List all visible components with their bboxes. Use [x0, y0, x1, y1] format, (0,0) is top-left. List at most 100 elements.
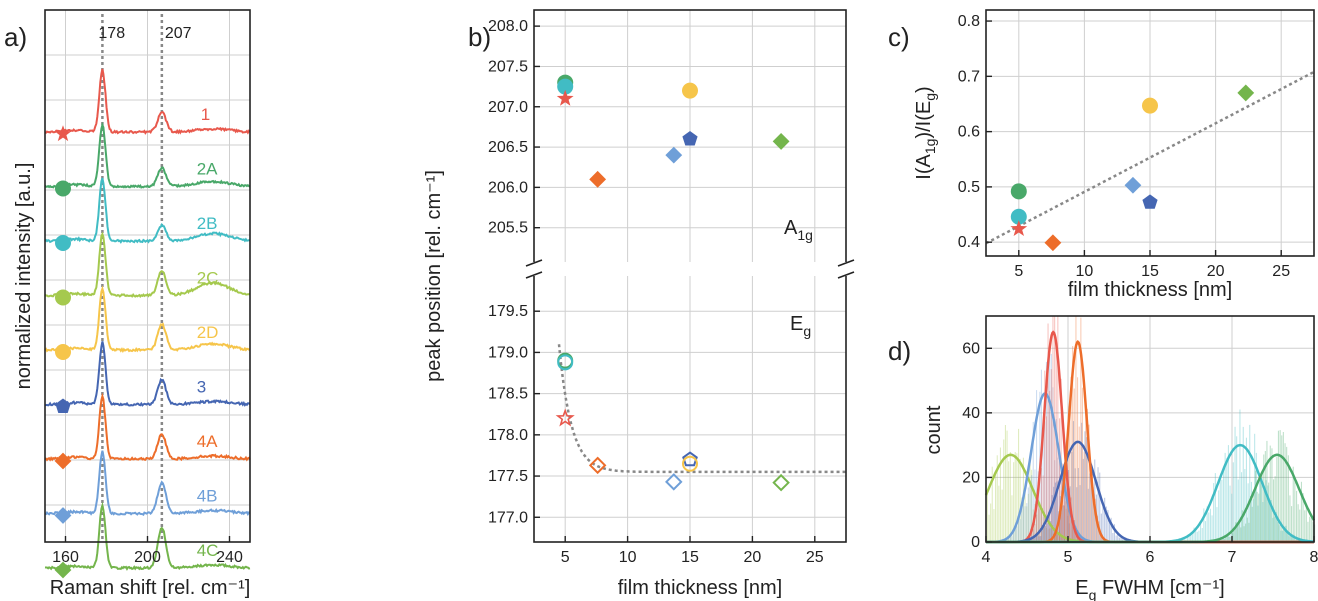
hist-bar-2A: [1294, 480, 1296, 542]
hist-bar-2A: [1253, 491, 1255, 542]
hist-bar-4A: [1063, 505, 1065, 542]
hist-bar-2C: [1045, 528, 1047, 542]
hist-bar-3: [1077, 468, 1079, 542]
trace-2A: [44, 121, 251, 189]
hist-bar-2A: [1276, 456, 1278, 542]
hist-bar-4B: [1031, 475, 1033, 542]
panel-b-label: b): [468, 22, 491, 52]
hist-bar-2C: [986, 492, 988, 542]
trace-label-4B: 4B: [197, 487, 218, 506]
hist-bar-4A: [1078, 426, 1080, 542]
hist-bar-2B: [1250, 481, 1252, 542]
panel-b-ylabel: peak position [rel. cm⁻¹]: [423, 170, 445, 382]
panel-a-ylabel: normalized intensity [a.u.]: [13, 163, 35, 390]
hist-bar-2B: [1262, 502, 1264, 542]
hist-bar-4A: [1073, 388, 1075, 542]
hist-bar-2A: [1271, 448, 1273, 542]
hist-bar-2A: [1268, 482, 1270, 542]
hist-bar-2C: [1047, 529, 1049, 542]
hist-bar-4A: [1096, 515, 1098, 542]
hist-bar-4A: [1101, 536, 1103, 542]
hist-bar-2B: [1273, 516, 1275, 542]
hist-bar-2C: [1004, 425, 1006, 542]
hist-bar-2A: [1259, 478, 1261, 542]
hist-bar-2C: [1036, 513, 1038, 542]
ratio-point-2A: [1010, 183, 1027, 200]
hist-bar-2B: [1211, 515, 1213, 542]
panel-d: 4 5 6 7 8 0 20 40 60 d) Eg FWHM [cm⁻¹] count: [888, 315, 1318, 601]
trace-label-3: 3: [197, 378, 206, 397]
hist-bar-2A: [1291, 506, 1293, 542]
c-ytick-0.8: 0.8: [958, 13, 980, 30]
hist-bar-2C: [1062, 536, 1064, 542]
b-ytick-l-178.0: 178.0: [488, 427, 528, 444]
hist-bar-2A: [1218, 538, 1220, 542]
hist-bar-3: [1110, 517, 1112, 542]
hist-bar-2A: [1305, 504, 1307, 542]
hist-bar-2B: [1247, 483, 1249, 542]
hist-bar-4B: [1006, 537, 1008, 542]
hist-bar-4A: [1093, 493, 1095, 542]
hist-bar-2B: [1288, 536, 1290, 542]
peak-label-178: 178: [98, 25, 125, 42]
hist-bar-1: [1065, 469, 1067, 542]
hist-bar-3: [1053, 486, 1055, 542]
hist-bar-1: [1050, 369, 1052, 542]
trace-label-4C: 4C: [197, 541, 219, 560]
b-xtick-15: 15: [681, 549, 699, 566]
hist-bar-2B: [1208, 512, 1210, 542]
hist-bar-4B: [1034, 469, 1036, 542]
hist-bar-2B: [1259, 476, 1261, 542]
hist-bar-2B: [1267, 485, 1269, 542]
peak-label-207: 207: [165, 25, 192, 42]
hist-bar-2A: [1266, 440, 1268, 542]
hist-bar-4B: [1042, 431, 1044, 542]
hist-bar-3: [1074, 468, 1076, 542]
trace-1: [45, 68, 251, 135]
hist-bar-4B: [1018, 520, 1020, 542]
eg-fit-curve: [557, 344, 846, 474]
hist-bar-2A: [1299, 509, 1301, 542]
hist-bar-2C: [999, 447, 1001, 542]
hist-bar-4B: [1045, 361, 1047, 542]
eg-point-4C: [772, 473, 790, 492]
hist-bar-3: [1091, 481, 1093, 542]
trace-label-2B: 2B: [197, 214, 218, 233]
hist-bar-2A: [1310, 517, 1312, 542]
hist-bar-1: [1036, 514, 1038, 542]
a1g-point-4A: [589, 170, 607, 188]
hist-bar-1: [1047, 323, 1049, 542]
panel-c-xlabel: film thickness [nm]: [1068, 279, 1232, 301]
ratio-point-3: [1142, 194, 1158, 209]
hist-bar-2A: [1261, 473, 1263, 542]
hist-bar-2A: [1281, 435, 1283, 542]
hist-bar-2C: [1029, 464, 1031, 542]
hist-bar-3: [1092, 487, 1094, 542]
hist-bar-3: [1099, 472, 1101, 542]
hist-bar-3: [1036, 533, 1038, 542]
hist-bar-2B: [1241, 472, 1243, 542]
hist-bar-2A: [1223, 539, 1225, 542]
hist-bar-4B: [1060, 490, 1062, 542]
panel-c-label: c): [888, 22, 910, 52]
hist-bar-2A: [1289, 495, 1291, 542]
hist-bar-2A: [1287, 455, 1289, 542]
hist-bar-2B: [1229, 485, 1231, 542]
hist-bar-2B: [1221, 479, 1223, 542]
hist-bar-4B: [1065, 508, 1067, 542]
hist-bar-2A: [1309, 516, 1311, 542]
hist-bar-3: [1097, 467, 1099, 542]
hist-bar-4A: [1085, 411, 1087, 542]
a-xtick-240: 240: [216, 549, 243, 566]
b-ytick-u-206.5: 206.5: [488, 139, 528, 156]
a1g-point-2B: [557, 78, 574, 95]
hist-bar-4B: [1027, 487, 1029, 542]
ratio-point-4A: [1044, 234, 1062, 252]
hist-bar-2C: [1034, 504, 1036, 542]
hist-bar-3: [1035, 536, 1037, 542]
hist-bar-2B: [1186, 537, 1188, 542]
hist-bar-2A: [1302, 493, 1304, 542]
hist-bar-4A: [1080, 317, 1082, 542]
hist-bar-2B: [1213, 483, 1215, 542]
hist-bar-1: [1044, 370, 1046, 542]
